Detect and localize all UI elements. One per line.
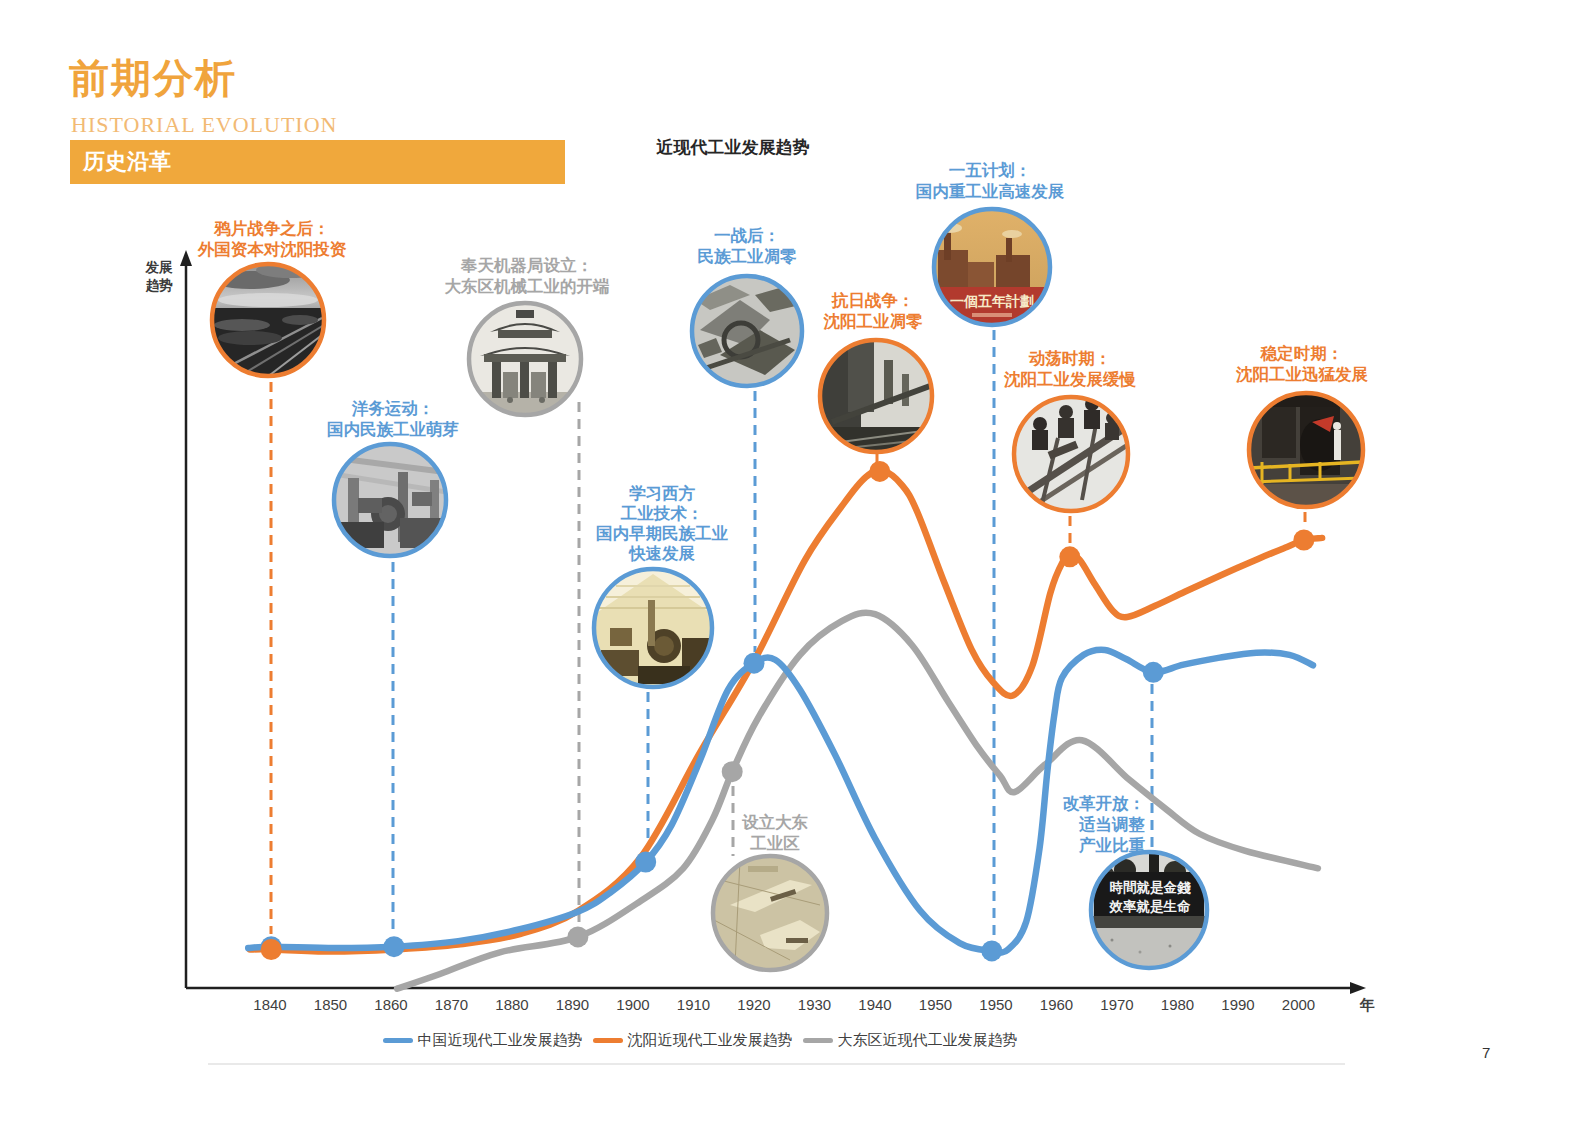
x-tick-label: 1960: [1040, 996, 1073, 1013]
data-point: [384, 936, 405, 957]
x-tick-label: 1950: [979, 996, 1012, 1013]
legend-item-shenyang: 沈阳近现代工业发展趋势: [593, 1031, 793, 1050]
milestone-photo-westernization: [333, 443, 447, 557]
data-point: [1293, 530, 1314, 551]
page-number: 7: [1482, 1044, 1490, 1061]
annotation-five-year-plan: 一五计划： 国内重工业高速发展: [916, 160, 1065, 202]
reform-billboard-text-line1: 時間就是金錢: [1110, 880, 1192, 895]
milestone-photo-fengtian-bureau: [468, 302, 582, 416]
x-tick-label: 1840: [253, 996, 286, 1013]
reform-billboard-text-line2: 效率就是生命: [1109, 899, 1192, 914]
milestone-photo-post-ww1: [691, 275, 803, 387]
annotation-westernization: 洋务运动： 国内民族工业萌芽: [327, 398, 459, 440]
annotation-turmoil: 动荡时期： 沈阳工业发展缓慢: [1004, 348, 1136, 390]
x-tick-label: 1990: [1221, 996, 1254, 1013]
legend-label-china: 中国近现代工业发展趋势: [418, 1031, 583, 1050]
x-tick-label: 1860: [374, 996, 407, 1013]
milestone-photo-stable-period: [1249, 393, 1363, 507]
x-tick-label: 1940: [858, 996, 891, 1013]
milestone-photo-learn-west: [594, 569, 713, 688]
legend-line-dadong: [803, 1038, 833, 1043]
trend-chart: 1840 1850 1860 1870 1880 1890 1900 1910 1920 1930…: [0, 0, 1587, 1122]
annotation-fengtian-bureau: 奉天机器局设立： 大东区机械工业的开端: [445, 255, 610, 297]
legend-item-china: 中国近现代工业发展趋势: [383, 1031, 583, 1050]
x-axis-label: 年: [1359, 996, 1375, 1013]
x-tick-label: 1970: [1100, 996, 1133, 1013]
data-point: [722, 761, 743, 782]
footer-divider: [208, 1063, 1345, 1065]
legend-label-shenyang: 沈阳近现代工业发展趋势: [628, 1031, 793, 1050]
x-tick-label: 1850: [314, 996, 347, 1013]
annotation-learn-west: 学习西方 工业技术： 国内早期民族工业 快速发展: [596, 483, 728, 563]
data-point: [261, 939, 282, 960]
x-axis-arrow: [1350, 982, 1366, 994]
annotation-opium-war: 鸦片战争之后： 外国资本对沈阳投资: [198, 218, 347, 260]
x-tick-label: 1980: [1161, 996, 1194, 1013]
annotation-anti-japanese-war: 抗日战争： 沈阳工业凋零: [824, 290, 923, 332]
chart-legend: 中国近现代工业发展趋势 沈阳近现代工业发展趋势 大东区近现代工业发展趋势: [180, 1031, 1220, 1050]
data-point: [1059, 546, 1080, 567]
annotation-reform-opening: 改革开放： 适当调整 产业比重: [1063, 793, 1146, 856]
legend-item-dadong: 大东区近现代工业发展趋势: [803, 1031, 1018, 1050]
y-axis-arrow: [180, 250, 192, 266]
annotation-dadong-zone: 设立大东 工业区: [742, 812, 808, 854]
legend-line-china: [383, 1038, 413, 1043]
data-point: [1143, 662, 1164, 683]
x-tick-label: 1950: [919, 996, 952, 1013]
milestone-photo-five-year-plan: 一個五年計劃: [934, 209, 1050, 325]
five-year-plan-poster-text: 一個五年計劃: [950, 293, 1034, 309]
x-tick-label: 1890: [556, 996, 589, 1013]
x-tick-label: 1920: [737, 996, 770, 1013]
milestone-photo-dadong-zone: [713, 856, 827, 970]
x-tick-label: 1910: [677, 996, 710, 1013]
milestone-photo-turmoil: [1013, 396, 1129, 512]
data-point: [744, 653, 765, 674]
data-point: [567, 926, 588, 947]
x-tick-label: 2000: [1282, 996, 1315, 1013]
x-tick-label: 1880: [495, 996, 528, 1013]
milestone-photo-reform-opening: 時間就是金錢 效率就是生命: [1091, 852, 1207, 968]
x-tick-label: 1930: [798, 996, 831, 1013]
x-tick-label: 1900: [616, 996, 649, 1013]
annotation-post-ww1: 一战后： 民族工业凋零: [698, 225, 797, 267]
data-point: [635, 852, 656, 873]
legend-line-shenyang: [593, 1038, 623, 1043]
legend-label-dadong: 大东区近现代工业发展趋势: [838, 1031, 1018, 1050]
data-point: [869, 461, 890, 482]
data-point: [981, 940, 1002, 961]
annotation-stable-period: 稳定时期： 沈阳工业迅猛发展: [1236, 343, 1368, 385]
milestone-photo-opium-war: [210, 262, 326, 378]
x-tick-label: 1870: [435, 996, 468, 1013]
